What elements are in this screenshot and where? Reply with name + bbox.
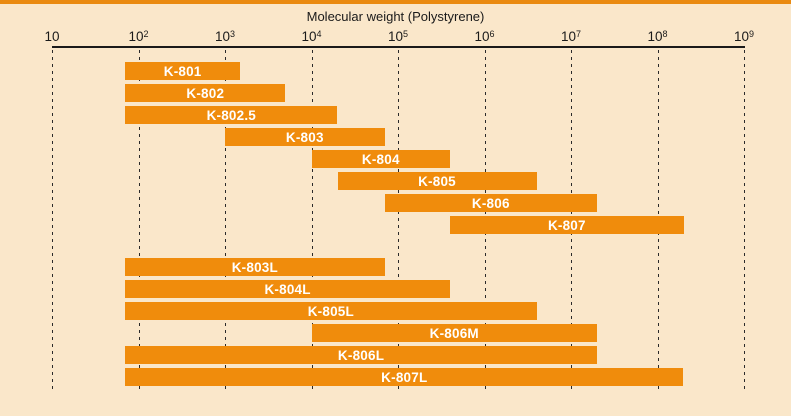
column-label: K-803L [231,259,278,275]
column-label: K-801 [163,63,202,79]
axis-tick-label: 104 [301,29,322,44]
column-range-bar: K-801 [125,62,241,80]
column-range-bar: K-804 [311,150,451,168]
column-range-bar: K-805L [125,302,537,320]
column-range-bar: K-803 [225,128,385,146]
column-label: K-805 [418,173,456,189]
top-border-strip [0,0,791,4]
decade-gridline [398,50,399,390]
axis-tick-label: 107 [560,29,582,44]
decade-gridline [225,50,226,390]
column-label: K-806L [337,347,385,363]
column-range-bar: K-805 [337,172,537,190]
column-label: K-806 [471,195,510,211]
decade-gridline [52,50,53,390]
column-label: K-802.5 [206,107,256,123]
axis-tick-label: 10 [44,29,60,44]
chart-title: Molecular weight (Polystyrene) [306,9,485,24]
column-range-bar: K-802 [125,84,286,102]
column-label: K-806M [429,325,479,341]
column-range-bar: K-804L [125,280,451,298]
column-range-bar: K-803L [125,258,385,276]
x-axis-line [52,46,745,48]
column-label: K-803 [285,129,324,145]
column-range-bar: K-807L [125,368,684,386]
column-label: K-807 [547,217,586,233]
column-label: K-802 [186,85,225,101]
axis-tick-label: 105 [387,29,409,44]
axis-tick-label: 108 [647,29,668,44]
decade-gridline [311,50,313,390]
column-range-bar: K-806L [125,346,597,364]
axis-tick-label: 106 [474,29,495,44]
decade-gridline [138,50,140,390]
column-label: K-804L [264,281,311,297]
column-label: K-804 [361,151,400,167]
column-range-bar: K-807 [450,216,684,234]
column-range-bar: K-806M [311,324,597,342]
axis-tick-label: 102 [128,29,149,44]
column-range-bar: K-802.5 [125,106,338,124]
axis-tick-label: 103 [214,29,236,44]
decade-gridline [744,50,745,390]
axis-tick-label: 109 [733,29,755,44]
column-label: K-807L [381,369,428,385]
column-label: K-805L [307,303,354,319]
column-range-bar: K-806 [384,194,597,212]
